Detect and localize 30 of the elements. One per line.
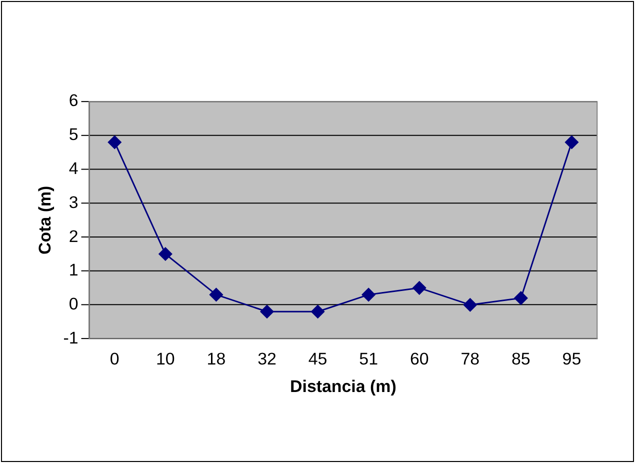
point: [564, 136, 578, 149]
y-tick-label: 4: [68, 159, 78, 178]
x-tick-label: 60: [410, 350, 429, 369]
x-tick-label: 78: [460, 350, 480, 369]
point: [311, 304, 325, 318]
point: [158, 247, 172, 261]
x-tick-label: 95: [562, 350, 582, 369]
point: [108, 136, 122, 149]
y-tick-label: 1: [68, 260, 78, 280]
x-tick-label: 10: [156, 350, 175, 369]
x-tick-label: 18: [206, 350, 226, 369]
x-axis-title: Distancia (m): [290, 376, 396, 396]
point: [209, 288, 223, 302]
point: [362, 288, 376, 302]
y-tick-label: 3: [68, 192, 78, 212]
x-tick-label: 32: [258, 350, 276, 369]
y-tick-label: 6: [68, 91, 78, 110]
y-tick-label: 0: [68, 294, 78, 314]
point: [260, 304, 274, 318]
y-tick-label: 5: [68, 125, 78, 144]
y-axis-title: Cota (m): [36, 186, 55, 254]
x-tick-label: 45: [308, 350, 328, 369]
x-tick-label: 51: [359, 350, 378, 369]
point: [514, 291, 528, 305]
y-tick-label: -1: [63, 328, 78, 348]
point: [412, 281, 426, 295]
point: [463, 298, 477, 312]
x-tick-label: 0: [110, 350, 120, 369]
y-tick-label: 2: [68, 226, 78, 246]
x-tick-label: 85: [512, 350, 530, 369]
